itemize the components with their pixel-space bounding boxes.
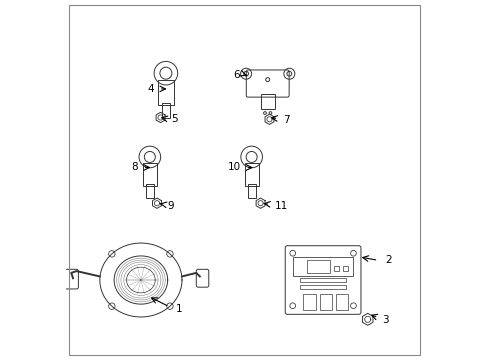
- Text: 10: 10: [227, 162, 241, 172]
- Text: 7: 7: [283, 115, 289, 125]
- Text: 4: 4: [147, 84, 154, 94]
- Text: 9: 9: [167, 201, 174, 211]
- Bar: [247, 184, 255, 198]
- Bar: [299, 285, 346, 289]
- Bar: [299, 278, 346, 282]
- Text: 5: 5: [171, 114, 178, 124]
- Bar: [333, 266, 339, 271]
- Bar: [342, 266, 347, 271]
- Bar: [260, 94, 274, 109]
- Text: 6: 6: [233, 69, 240, 80]
- Text: 3: 3: [381, 315, 388, 325]
- Bar: [335, 294, 347, 310]
- Text: 1: 1: [176, 304, 182, 314]
- Text: 11: 11: [274, 201, 287, 211]
- Bar: [292, 257, 353, 276]
- Bar: [162, 103, 170, 118]
- Text: 8: 8: [131, 162, 138, 172]
- Bar: [319, 294, 331, 310]
- Bar: [303, 294, 315, 310]
- Bar: [145, 184, 153, 198]
- Text: 2: 2: [385, 255, 391, 265]
- Bar: [306, 260, 329, 273]
